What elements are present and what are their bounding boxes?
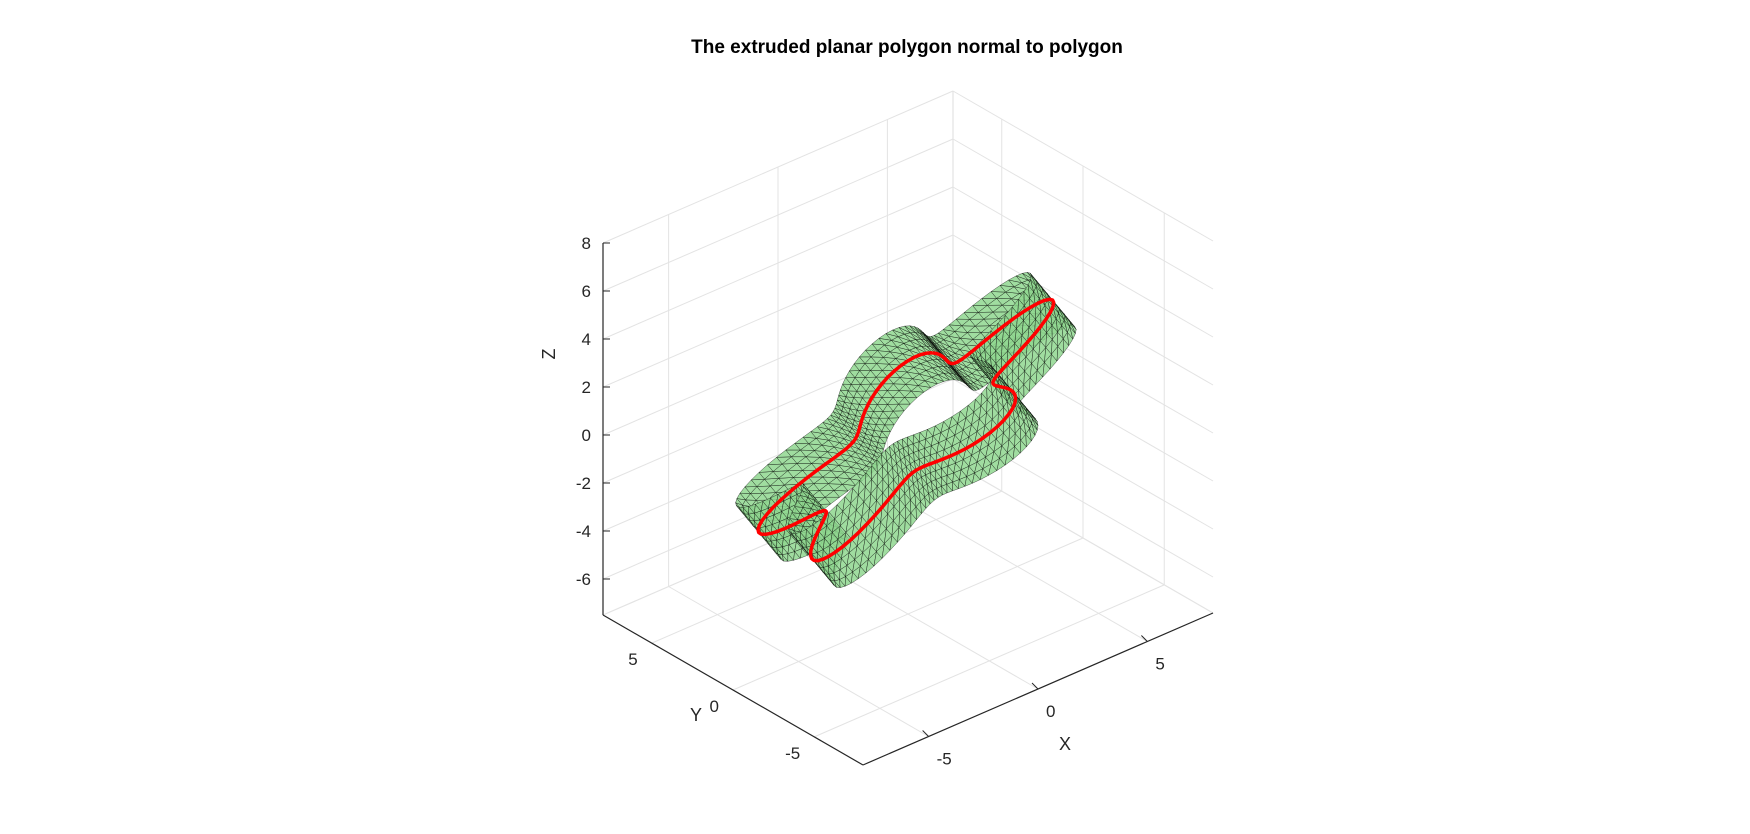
z-grid-line xyxy=(602,138,954,292)
z-grid-line xyxy=(952,186,1214,338)
surface-triangle xyxy=(1063,315,1071,327)
x-axis-label: X xyxy=(1059,734,1071,754)
polygon-curve-line xyxy=(756,297,1056,563)
y-axis-label: Y xyxy=(690,705,702,725)
surface-triangle xyxy=(1035,281,1043,294)
y-tick-mark xyxy=(651,642,659,648)
chart-title: The extruded planar polygon normal to po… xyxy=(691,37,1123,58)
y-tick-mark xyxy=(814,736,822,742)
x-tick-mark xyxy=(1031,682,1039,690)
surface-triangle xyxy=(1031,418,1038,431)
surface-triangle xyxy=(802,486,810,495)
x-tick-label: -5 xyxy=(937,750,952,769)
z-tick-label: 4 xyxy=(582,330,591,349)
surface-triangle xyxy=(1009,391,1016,404)
surface-triangle xyxy=(1069,321,1076,334)
z-tick-label: 0 xyxy=(582,426,591,445)
z-tick-label: -6 xyxy=(576,570,591,589)
x-tick-label: 0 xyxy=(1046,702,1055,721)
z-tick-label: -4 xyxy=(576,522,591,541)
z-grid-line xyxy=(952,234,1214,386)
planar-polygon-curve xyxy=(756,297,1056,563)
z-tick-label: 8 xyxy=(582,234,591,253)
z-tick-label: 2 xyxy=(582,378,591,397)
z-axis-label: Z xyxy=(539,349,559,360)
z-tick-label: 6 xyxy=(582,282,591,301)
y-tick-mark xyxy=(732,689,741,695)
z-grid-line xyxy=(602,234,954,388)
z-tick-label: -2 xyxy=(576,474,591,493)
tick-labels: -6 -4 -2 0 2 4 6 8 -5 0 5 -5 0 5 xyxy=(576,234,1165,769)
surface-triangle xyxy=(1025,411,1032,424)
z-grid-line xyxy=(602,186,954,340)
y-grid-line xyxy=(814,584,1165,738)
x-tick-label: 5 xyxy=(1155,655,1164,674)
surface-triangle xyxy=(1030,274,1037,287)
z-grid-line xyxy=(602,282,954,436)
y-tick-label: -5 xyxy=(785,744,800,763)
z-grid-line xyxy=(952,90,1214,242)
surface-triangle xyxy=(1020,404,1027,417)
surface-triangle xyxy=(837,394,845,403)
surface-triangle xyxy=(1058,308,1065,321)
axes-front xyxy=(602,242,1214,766)
y-tick-label: 5 xyxy=(628,650,637,669)
y-tick-label: 0 xyxy=(710,697,719,716)
z-grid-line xyxy=(602,90,954,244)
x-tick-mark xyxy=(1141,635,1148,642)
z-grid-line xyxy=(952,138,1214,290)
surface-triangle xyxy=(1041,288,1048,300)
surface-triangle xyxy=(834,403,843,412)
x-tick-mark xyxy=(922,730,929,737)
y-grid-line xyxy=(732,537,1084,691)
surface-triangle xyxy=(836,399,844,408)
